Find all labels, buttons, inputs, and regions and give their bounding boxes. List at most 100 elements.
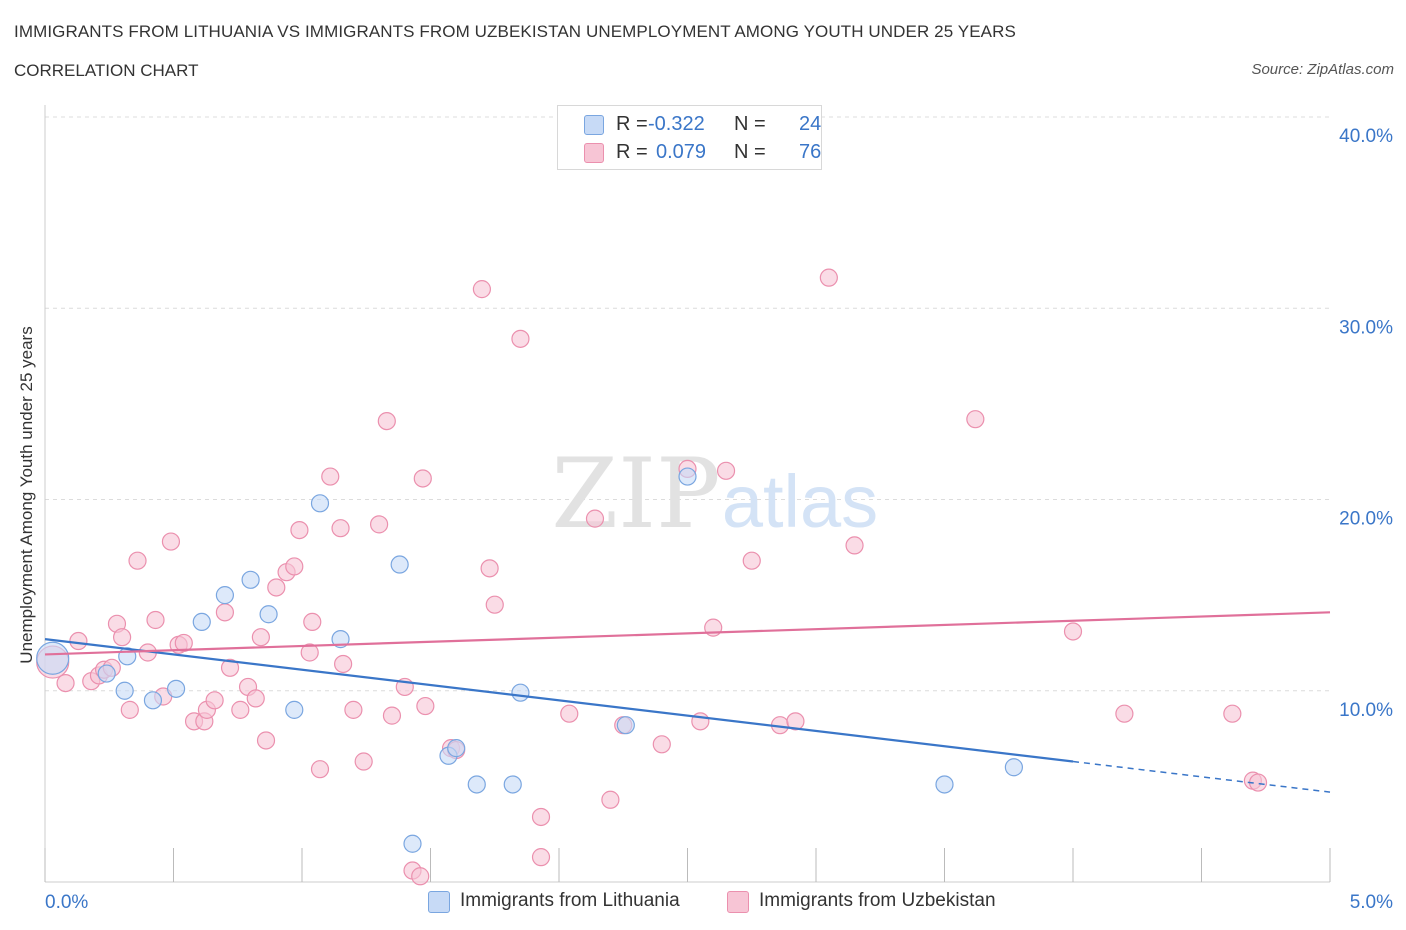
uzbekistan-point	[416, 696, 435, 716]
lithuania-point	[115, 681, 134, 700]
uzbekistan-point	[231, 700, 250, 719]
grid-lines	[45, 116, 1330, 692]
uzbekistan-point	[716, 461, 736, 480]
uzbekistan-point	[1063, 622, 1083, 641]
uzbekistan-point	[215, 603, 234, 622]
y-tick-label: 40.0%	[1339, 126, 1393, 147]
lithuania-legend-swatch	[428, 891, 450, 913]
lithuania-point	[166, 679, 186, 698]
uzbekistan-point	[161, 532, 181, 551]
lithuania-point	[241, 570, 260, 589]
axes	[44, 105, 1331, 883]
uzbekistan-trend-line	[44, 611, 1331, 656]
uzbekistan-point	[120, 700, 139, 719]
uzbekistan-r-value: 0.079	[656, 141, 707, 163]
uzbekistan-point	[485, 595, 504, 614]
lithuania-point	[143, 691, 163, 710]
uzbekistan-point	[413, 469, 432, 488]
uzbekistan-point	[251, 628, 270, 647]
lithuania-point	[331, 630, 350, 649]
chart-title: IMMIGRANTS FROM LITHUANIA VS IMMIGRANTS …	[14, 22, 1016, 41]
uzbekistan-point	[300, 643, 319, 662]
uzbekistan-point	[285, 557, 304, 576]
lithuania-point	[259, 605, 278, 624]
uzbekistan-point	[220, 658, 240, 677]
lithuania-legend-label: Immigrants from Lithuania	[460, 890, 680, 911]
uzbekistan-point	[966, 410, 985, 429]
uzbekistan-point	[174, 633, 193, 653]
uzbekistan-point	[472, 280, 491, 299]
x-tick-label: 5.0%	[1350, 892, 1393, 913]
lithuania-point	[36, 641, 70, 675]
lithuania-point	[447, 739, 466, 758]
lithuania-point	[97, 664, 116, 683]
legend-n-label: N =	[734, 141, 766, 163]
uzbekistan-point	[1223, 704, 1242, 723]
x-tick-label: 0.0%	[45, 892, 88, 913]
lithuania-points	[36, 467, 1023, 853]
uzbekistan-point	[531, 848, 551, 867]
legend-r-label: R =	[616, 113, 648, 135]
lithuania-point	[285, 700, 304, 719]
lithuania-point	[503, 775, 522, 794]
y-axis-label: Unemployment Among Youth under 25 years	[17, 326, 36, 664]
lithuania-point	[616, 716, 635, 735]
uzbekistan-point	[69, 631, 88, 651]
y-tick-label: 10.0%	[1339, 700, 1393, 721]
uzbekistan-point	[377, 411, 396, 431]
watermark: ZIP atlas	[551, 438, 878, 550]
uzbekistan-legend-swatch	[727, 891, 749, 913]
lithuania-point	[310, 494, 330, 513]
source-label: Source: ZipAtlas.com	[1251, 61, 1394, 78]
uzbekistan-point	[256, 731, 276, 750]
lithuania-point	[678, 467, 697, 486]
lithuania-r-value: -0.322	[648, 113, 705, 135]
uzbekistan-point	[819, 268, 838, 287]
lithuania-point	[390, 555, 409, 574]
uzbekistan-point	[511, 329, 530, 348]
lithuania-point	[467, 775, 486, 794]
lithuania-point	[511, 683, 530, 702]
x-tick-labels: 0.0% 5.0%	[45, 892, 1393, 913]
y-tick-label: 20.0%	[1339, 509, 1393, 530]
uzbekistan-point	[531, 807, 551, 827]
uzbekistan-point	[585, 509, 605, 528]
uzbekistan-point	[310, 760, 330, 779]
uzbekistan-point	[382, 706, 402, 725]
uzbekistan-point	[480, 559, 499, 578]
uzbekistan-point	[331, 519, 350, 538]
uzbekistan-point	[267, 578, 286, 597]
uzbekistan-point	[205, 691, 224, 710]
lithuania-swatch	[584, 115, 604, 135]
uzbekistan-point	[411, 867, 430, 886]
stats-legend: R = -0.322 N = 24 R = 0.079 N = 76	[557, 105, 822, 170]
uzbekistan-point	[742, 551, 761, 570]
uzbekistan-point	[560, 704, 579, 723]
uzbekistan-point	[370, 515, 389, 534]
legend-r-label: R =	[616, 141, 648, 163]
lithuania-point	[935, 775, 954, 794]
lithuania-trend-extension	[1072, 760, 1331, 793]
y-tick-label: 30.0%	[1339, 317, 1393, 338]
y-tick-labels: 10.0% 20.0% 30.0% 40.0%	[1339, 126, 1393, 721]
lithuania-point	[215, 586, 234, 605]
uzbekistan-point	[601, 790, 620, 809]
uzbekistan-point	[56, 673, 75, 693]
uzbekistan-point	[290, 520, 309, 540]
watermark-zip: ZIP	[551, 438, 720, 550]
lithuania-point	[192, 612, 211, 632]
uzbekistan-point	[334, 654, 353, 674]
chart-subtitle: CORRELATION CHART	[14, 61, 199, 80]
lithuania-n-value: 24	[799, 113, 822, 135]
uzbekistan-swatch	[584, 143, 604, 163]
uzbekistan-n-value: 76	[799, 141, 822, 163]
uzbekistan-point	[354, 752, 373, 771]
uzbekistan-point	[303, 612, 322, 632]
lithuania-point	[1004, 758, 1023, 777]
uzbekistan-legend-label: Immigrants from Uzbekistan	[759, 890, 996, 911]
lithuania-trend-line	[44, 638, 1074, 763]
uzbekistan-point	[246, 689, 265, 708]
uzbekistan-point	[112, 628, 132, 647]
uzbekistan-point	[321, 467, 340, 486]
